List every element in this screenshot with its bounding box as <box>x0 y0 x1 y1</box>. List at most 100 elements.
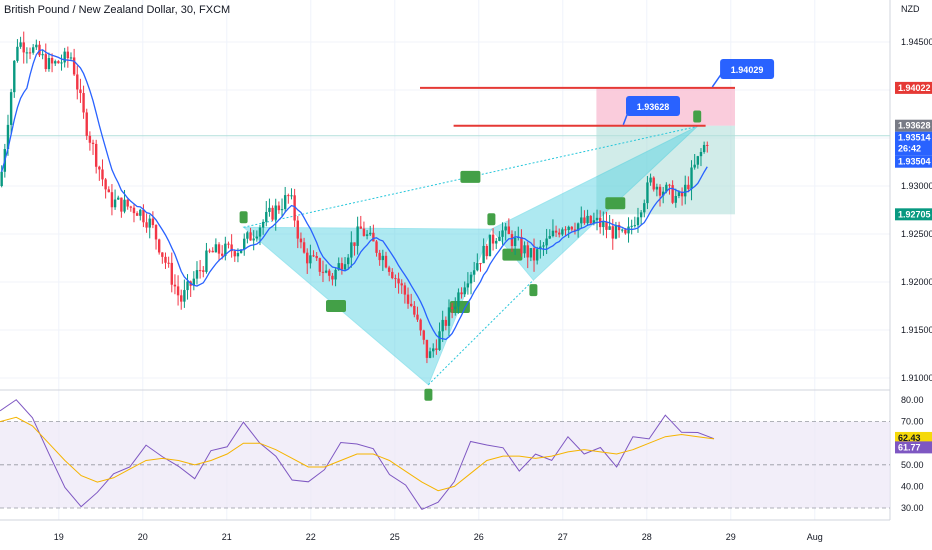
candle-body <box>687 184 690 190</box>
candle-body <box>696 156 700 165</box>
candle-body <box>331 275 334 280</box>
price-tick-label: 1.93000 <box>901 181 932 191</box>
time-tick-label: 27 <box>558 532 568 542</box>
candle-body <box>85 112 88 136</box>
candle-body <box>104 179 107 190</box>
candle-body <box>561 229 564 235</box>
time-tick-label: 20 <box>138 532 148 542</box>
candle-body <box>0 171 3 186</box>
candle-body <box>54 61 57 64</box>
candle-body <box>435 348 438 350</box>
candle-body <box>419 319 422 331</box>
candle-body <box>526 245 529 258</box>
candle-body <box>280 209 284 211</box>
pattern-ratio-box <box>449 300 470 313</box>
candle-body <box>381 255 385 261</box>
candle-body <box>482 245 485 264</box>
candle-body <box>702 144 706 152</box>
candle-body <box>183 290 186 302</box>
candle-body <box>220 253 224 256</box>
candle-body <box>126 199 129 207</box>
candle-body <box>397 278 400 284</box>
candle-body <box>120 197 123 212</box>
candle-body <box>690 167 693 190</box>
candle-body <box>457 292 460 307</box>
ma-price-tag-bg <box>895 155 932 168</box>
candle-body <box>268 207 271 212</box>
candle-body <box>180 295 183 302</box>
moving-average <box>1 49 708 341</box>
candle-body <box>252 238 255 241</box>
candle-body <box>520 236 523 254</box>
pattern-point-marker <box>487 213 496 226</box>
candle-body <box>296 220 299 239</box>
candle-body <box>170 262 173 285</box>
rsi-ma-tag: 62.43 <box>898 433 921 443</box>
callouts[interactable]: 1.94029 1.93628 <box>622 59 775 125</box>
candle-body <box>57 61 60 64</box>
candle-body <box>369 232 372 235</box>
last-price-tag: 1.93514 <box>898 133 931 143</box>
stop-price-tag: 1.92705 <box>898 209 931 219</box>
candle-body <box>384 255 388 268</box>
candle-body <box>416 314 419 320</box>
candle-body <box>22 42 25 53</box>
candle-body <box>529 248 533 258</box>
candle-body <box>432 348 435 352</box>
candle-body <box>337 263 340 270</box>
candle-body <box>205 250 208 272</box>
candle-body <box>343 264 347 270</box>
candle-body <box>283 195 287 210</box>
candle-body <box>350 242 353 258</box>
candle-body <box>359 226 362 229</box>
candle-body <box>214 244 218 253</box>
candle-body <box>485 245 488 257</box>
candle-body <box>564 229 567 231</box>
candle-body <box>444 319 448 326</box>
candle-body <box>567 226 570 230</box>
candle-body <box>495 240 498 244</box>
candle-body <box>271 207 274 220</box>
candle-body <box>79 89 82 94</box>
candle-body <box>340 263 344 270</box>
rsi-tick-label: 70.00 <box>901 417 924 427</box>
candle-body <box>469 274 473 284</box>
candle-body <box>684 184 687 197</box>
candle-body <box>63 51 66 63</box>
time-tick-label: 21 <box>222 532 232 542</box>
candle-body <box>655 186 659 190</box>
candle-body <box>211 250 214 253</box>
candle-body <box>334 269 337 280</box>
candle-body <box>387 267 391 272</box>
rsi-tick-label: 50.00 <box>901 460 924 470</box>
position-zones <box>0 87 890 215</box>
rsi-tag-bg <box>895 441 932 454</box>
candle-body <box>589 215 592 224</box>
candle-body <box>614 224 618 239</box>
candle-body <box>324 270 328 273</box>
candle-body <box>25 52 29 54</box>
candle-body <box>592 220 596 224</box>
candle-body <box>636 217 640 226</box>
candle-body <box>425 339 429 358</box>
time-tick-label: 25 <box>390 532 400 542</box>
candle-body <box>318 258 322 272</box>
candle-body <box>501 230 504 237</box>
candle-body <box>309 255 312 264</box>
candle-body <box>595 217 599 221</box>
candle-body <box>580 217 583 224</box>
entry-callout: 1.93628 <box>637 102 670 112</box>
pattern-point-marker <box>693 110 702 123</box>
candle-body <box>208 250 211 252</box>
candle-body <box>135 213 139 216</box>
price-tick-label: 1.91500 <box>901 325 932 335</box>
candle-body <box>60 62 63 64</box>
candle-body <box>699 151 703 157</box>
entry-price-tag-bg <box>895 119 932 132</box>
level-lines[interactable] <box>420 86 735 127</box>
candle-body <box>148 218 151 228</box>
axes: NZD1.945001.930001.925001.920001.915001.… <box>54 4 932 542</box>
candle-body <box>450 307 454 310</box>
candle-body <box>554 230 558 233</box>
